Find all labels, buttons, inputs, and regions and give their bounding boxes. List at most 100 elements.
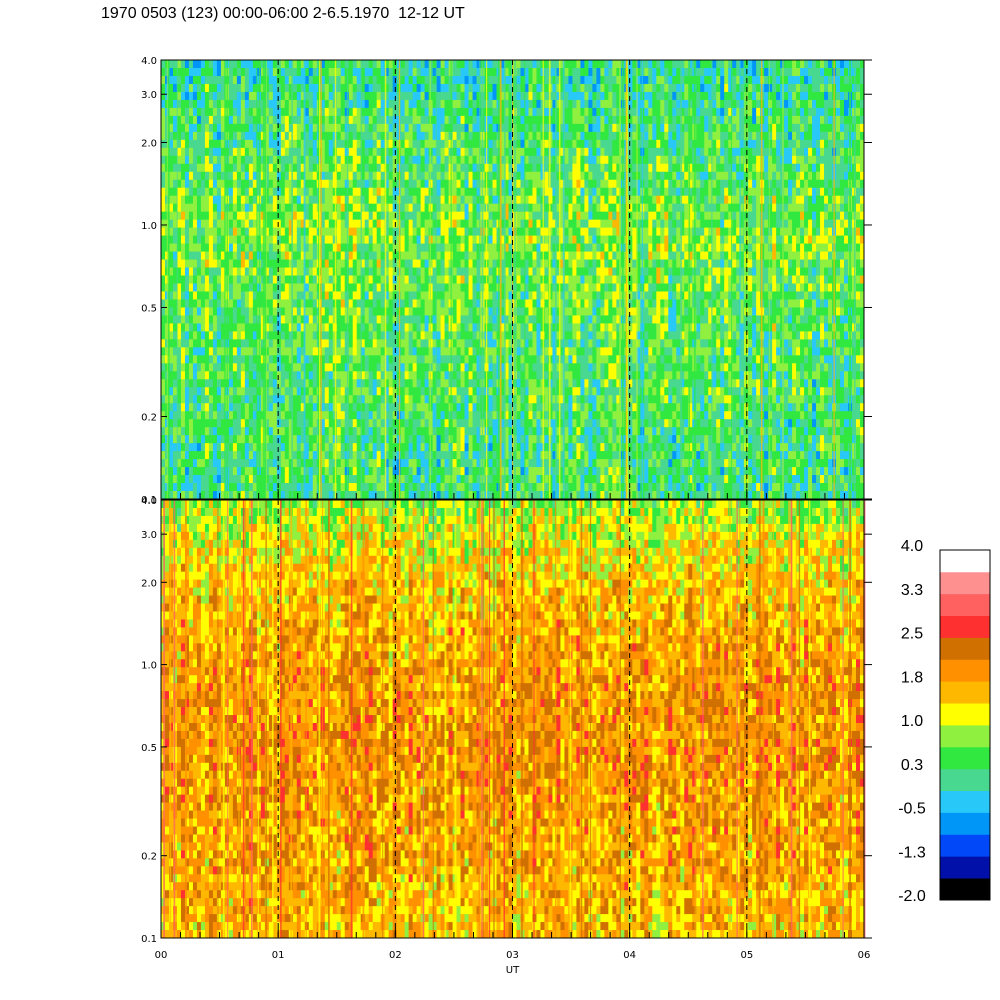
spectrogram-cell (376, 91, 381, 101)
spectrogram-cell (360, 115, 366, 125)
spectrogram-cell (288, 227, 294, 236)
spectrogram-cell (312, 131, 318, 141)
spectrogram-cell (476, 115, 481, 125)
spectrogram-cell (232, 163, 238, 173)
spectrogram-cell (208, 395, 214, 404)
spectrogram-cell (488, 483, 493, 492)
spectrogram-cell (500, 459, 505, 468)
spectrogram-cell (468, 315, 473, 324)
spectrogram-cell (228, 107, 234, 117)
spectrogram-cell (380, 283, 385, 292)
spectrogram-cell (276, 203, 282, 212)
spectrogram-cell (292, 267, 298, 276)
spectrogram-cell (268, 331, 274, 340)
spectrogram-cell (460, 107, 465, 117)
spectrogram-cell (464, 203, 469, 212)
spectrogram-cell (204, 139, 210, 149)
spectrogram-cell (352, 283, 358, 292)
spectrogram-cell (300, 139, 306, 149)
spectrogram-cell (216, 451, 222, 460)
spectrogram-cell (161, 411, 166, 420)
spectrogram-cell (308, 483, 314, 492)
spectrogram-cell (468, 259, 473, 268)
spectrogram-cell (296, 107, 302, 117)
spectrogram-cell (452, 243, 457, 252)
spectrogram-cell (216, 395, 222, 404)
spectrogram-cell (360, 339, 366, 348)
spectrogram-cell (264, 83, 270, 93)
spectrogram-cell (296, 379, 302, 388)
spectrogram-cell (452, 179, 457, 189)
spectrogram-cell (416, 435, 421, 444)
spectrogram-cell (404, 443, 409, 452)
spectrogram-cell (456, 467, 461, 476)
spectrogram-cell (296, 123, 302, 133)
spectrogram-cell (168, 115, 174, 125)
spectrogram-cell (432, 443, 437, 452)
spectrogram-cell (344, 99, 350, 109)
spectrogram-cell (244, 131, 250, 141)
spectrogram-cell (516, 147, 521, 157)
spectrogram-cell (444, 403, 449, 412)
spectrogram-cell (308, 251, 314, 260)
spectrogram-cell (368, 179, 373, 189)
spectrogram-cell (504, 251, 509, 260)
spectrogram-cell (356, 267, 362, 276)
spectrogram-cell (396, 467, 401, 476)
spectrogram-cell (436, 443, 441, 452)
spectrogram-cell (384, 123, 389, 133)
spectrogram-cell (348, 107, 354, 117)
spectrogram-cell (264, 451, 270, 460)
spectrogram-cell (348, 275, 354, 284)
spectrogram-cell (192, 387, 198, 396)
spectrogram-cell (368, 459, 373, 468)
spectrogram-cell (288, 91, 294, 101)
spectrogram-cell (416, 259, 421, 268)
spectrogram-cell (328, 203, 334, 212)
spectrogram-cell (460, 115, 465, 125)
spectrogram-cell (232, 347, 238, 356)
spectrogram-cell (444, 411, 449, 420)
spectrogram-cell (504, 171, 509, 181)
spectrogram-cell (456, 403, 461, 412)
spectrogram-cell (344, 299, 350, 308)
spectrogram-cell (348, 403, 354, 412)
spectrogram-cell (416, 171, 421, 181)
spectrogram-cell (468, 323, 473, 332)
spectrogram-cell (208, 331, 214, 340)
spectrogram-cell (384, 179, 389, 189)
spectrogram-cell (236, 371, 242, 380)
spectrogram-cell (228, 411, 234, 420)
spectrogram-cell (352, 339, 358, 348)
spectrogram-cell (336, 243, 342, 252)
spectrogram-cell (368, 91, 373, 101)
spectrogram-cell (220, 163, 226, 173)
spectrogram-cell (444, 243, 449, 252)
spectrogram-cell (372, 107, 377, 117)
spectrogram-cell (504, 299, 509, 308)
spectrogram-cell (228, 371, 234, 380)
spectrogram-cell (272, 355, 278, 364)
spectrogram-cell (212, 315, 218, 324)
spectrogram-cell (292, 243, 298, 252)
spectrogram-cell (216, 307, 222, 316)
spectrogram-cell (348, 467, 354, 476)
spectrogram-cell (244, 347, 250, 356)
spectrogram-cell (288, 131, 294, 141)
spectrogram-cell (288, 443, 294, 452)
spectrogram-cell (204, 131, 210, 141)
spectrogram-cell (424, 115, 429, 125)
spectrogram-cell (292, 411, 298, 420)
spectrogram-cell (400, 139, 405, 149)
spectrogram-cell (188, 107, 194, 117)
spectrogram-cell (376, 99, 381, 109)
spectrogram-cell (176, 411, 182, 420)
spectrogram-cell (404, 395, 409, 404)
spectrogram-cell (368, 115, 373, 125)
spectrogram-cell (356, 187, 362, 196)
spectrogram-cell (400, 451, 405, 460)
spectrogram-cell (232, 427, 238, 436)
spectrogram-cell (472, 483, 477, 492)
spectrogram-cell (220, 139, 226, 149)
spectrogram-cell (392, 243, 397, 252)
